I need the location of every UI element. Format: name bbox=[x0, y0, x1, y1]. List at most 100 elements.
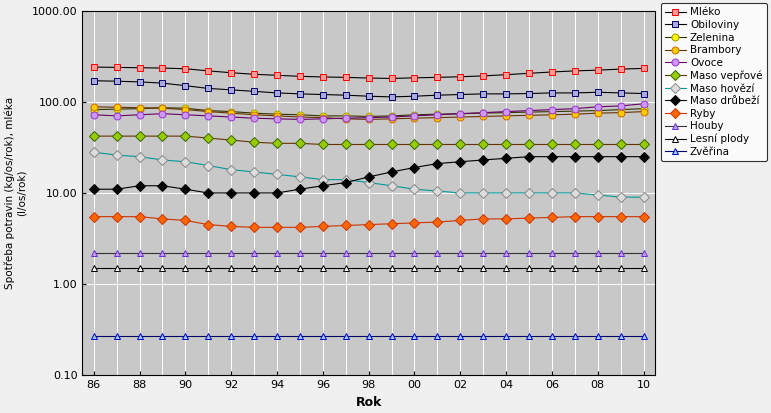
Obiloviny bbox=[250, 89, 259, 94]
Maso vepřové bbox=[501, 142, 510, 147]
Zelenina bbox=[135, 106, 144, 111]
Houby bbox=[501, 250, 510, 255]
Mléko bbox=[364, 76, 373, 81]
Maso vepřové bbox=[364, 142, 373, 147]
Maso drůbeží bbox=[479, 157, 488, 162]
Mléko bbox=[501, 72, 510, 77]
Zvěřina bbox=[433, 334, 442, 339]
Zvěřina bbox=[227, 334, 236, 339]
Maso hovězí bbox=[387, 183, 396, 188]
Maso drůbeží bbox=[272, 190, 281, 195]
Ryby bbox=[593, 214, 602, 219]
Zvěřina bbox=[158, 334, 167, 339]
Maso vepřové bbox=[341, 142, 350, 147]
Maso hovězí bbox=[204, 163, 213, 168]
Maso hovězí bbox=[410, 187, 419, 192]
Houby bbox=[204, 250, 213, 255]
Obiloviny bbox=[547, 90, 557, 95]
Maso drůbeží bbox=[616, 154, 625, 159]
Brambory bbox=[89, 104, 99, 109]
Maso vepřové bbox=[387, 142, 396, 147]
Brambory bbox=[204, 109, 213, 114]
Brambory bbox=[616, 110, 625, 115]
Ovoce bbox=[571, 106, 580, 111]
Ryby bbox=[479, 216, 488, 221]
Ryby bbox=[524, 216, 534, 221]
Maso vepřové bbox=[616, 142, 625, 147]
Ryby bbox=[456, 218, 465, 223]
Ovoce bbox=[272, 116, 281, 121]
Obiloviny bbox=[616, 90, 625, 95]
Line: Maso vepřové: Maso vepřové bbox=[90, 133, 647, 148]
Zvěřina bbox=[410, 334, 419, 339]
Line: Brambory: Brambory bbox=[90, 103, 647, 123]
Maso drůbeží bbox=[112, 187, 121, 192]
Lesní plody bbox=[89, 266, 99, 271]
Ovoce bbox=[227, 114, 236, 119]
Ovoce bbox=[410, 114, 419, 119]
Maso vepřové bbox=[571, 142, 580, 147]
Ryby bbox=[639, 214, 648, 219]
Maso hovězí bbox=[112, 153, 121, 158]
Brambory bbox=[295, 114, 305, 119]
Maso vepřové bbox=[547, 142, 557, 147]
Zelenina bbox=[89, 107, 99, 112]
Obiloviny bbox=[112, 79, 121, 84]
Houby bbox=[479, 250, 488, 255]
Maso drůbeží bbox=[501, 156, 510, 161]
Zelenina bbox=[593, 108, 602, 113]
Brambory bbox=[227, 111, 236, 116]
Ovoce bbox=[433, 112, 442, 117]
Line: Maso hovězí: Maso hovězí bbox=[90, 149, 647, 201]
Zelenina bbox=[387, 114, 396, 119]
Ovoce bbox=[250, 116, 259, 121]
Maso hovězí bbox=[272, 172, 281, 177]
Zvěřina bbox=[387, 334, 396, 339]
Maso vepřové bbox=[524, 142, 534, 147]
Maso drůbeží bbox=[250, 190, 259, 195]
Maso vepřové bbox=[204, 135, 213, 140]
Maso drůbeží bbox=[89, 187, 99, 192]
Zelenina bbox=[364, 114, 373, 119]
Maso hovězí bbox=[364, 180, 373, 185]
Zvěřina bbox=[593, 334, 602, 339]
Ovoce bbox=[479, 110, 488, 115]
Houby bbox=[295, 250, 305, 255]
Ovoce bbox=[524, 108, 534, 113]
Zelenina bbox=[204, 108, 213, 113]
Lesní plody bbox=[135, 266, 144, 271]
Maso drůbeží bbox=[387, 169, 396, 174]
Brambory bbox=[318, 115, 328, 120]
Houby bbox=[250, 250, 259, 255]
Maso hovězí bbox=[89, 150, 99, 154]
Zvěřina bbox=[479, 334, 488, 339]
Houby bbox=[227, 250, 236, 255]
Line: Ryby: Ryby bbox=[90, 213, 647, 231]
Ryby bbox=[410, 221, 419, 225]
Zelenina bbox=[571, 109, 580, 114]
Zvěřina bbox=[364, 334, 373, 339]
Houby bbox=[387, 250, 396, 255]
Zvěřina bbox=[295, 334, 305, 339]
Maso vepřové bbox=[479, 142, 488, 147]
Maso hovězí bbox=[227, 167, 236, 172]
Maso hovězí bbox=[501, 190, 510, 195]
Maso drůbeží bbox=[547, 154, 557, 159]
Houby bbox=[547, 250, 557, 255]
Maso hovězí bbox=[639, 195, 648, 199]
Zelenina bbox=[158, 105, 167, 110]
Ryby bbox=[135, 214, 144, 219]
Y-axis label: Spotřeba potravin (kg/os/rok), mléka
(l/os/rok): Spotřeba potravin (kg/os/rok), mléka (l/… bbox=[4, 97, 26, 289]
Maso drůbeží bbox=[227, 190, 236, 195]
Houby bbox=[616, 250, 625, 255]
Line: Mléko: Mléko bbox=[90, 64, 647, 82]
Lesní plody bbox=[250, 266, 259, 271]
Ryby bbox=[387, 221, 396, 226]
Line: Obiloviny: Obiloviny bbox=[90, 77, 647, 100]
Zvěřina bbox=[456, 334, 465, 339]
Lesní plody bbox=[433, 266, 442, 271]
Brambory bbox=[112, 105, 121, 110]
Lesní plody bbox=[547, 266, 557, 271]
Ovoce bbox=[180, 112, 190, 117]
Ryby bbox=[250, 225, 259, 230]
